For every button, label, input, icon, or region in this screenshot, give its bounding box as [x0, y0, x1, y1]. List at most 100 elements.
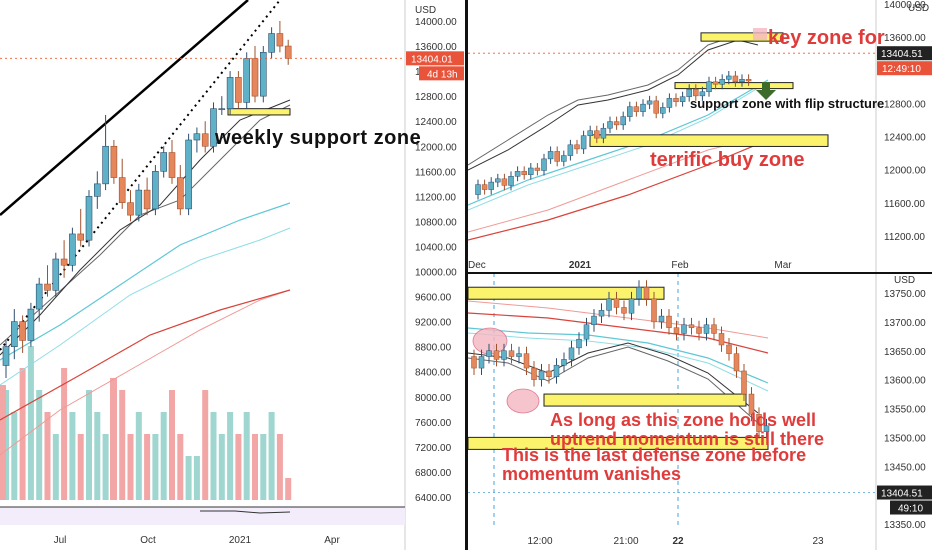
zone-holds-annotation-line2: uptrend momentum is still there: [550, 429, 825, 449]
daily-ma-50: [468, 79, 769, 206]
daily-candle-body: [541, 158, 547, 171]
weekly-volume-bar: [69, 412, 76, 500]
weekly-candle-body: [52, 258, 60, 291]
weekly-volume-bar: [135, 412, 142, 500]
daily-candle-body: [534, 167, 541, 171]
daily-y-tick-label: 14000.00: [884, 0, 926, 11]
weekly-y-tick-label: 8000.00: [415, 393, 452, 404]
terrific-buy-zone-annotation: terrific buy zone: [650, 149, 805, 171]
daily-price-tag: 13404.51: [881, 49, 923, 60]
intraday-chart[interactable]: USD 13750.00 13700.00 13650.00 13600.00 13550…: [468, 273, 932, 550]
daily-key-zone-box: [700, 32, 784, 42]
daily-chart-panel[interactable]: USD14000.0013600.0013200.0012800.0012400…: [468, 0, 932, 273]
weekly-y-tick-label: 12800.00: [415, 92, 457, 103]
weekly-y-tick-label: 6800.00: [415, 468, 452, 479]
intraday-candle-body: [591, 315, 597, 326]
weekly-candle-body: [210, 108, 217, 147]
intraday-ma-5: [468, 346, 759, 424]
weekly-y-tick-label: 12000.00: [415, 142, 457, 153]
weekly-indicator-pane: [0, 507, 405, 525]
daily-candle-body: [521, 171, 527, 175]
last-defense-annotation-line2: momentum vanishes: [502, 464, 682, 484]
intraday-ma-50: [468, 327, 769, 384]
weekly-candle-body: [259, 52, 267, 97]
weekly-y-tick-label: 12400.00: [415, 117, 457, 128]
intraday-price-tag-bg: [877, 485, 932, 500]
weekly-candle-body: [160, 152, 167, 172]
intraday-top-zone-box: [468, 286, 665, 300]
weekly-ma-20: [0, 202, 291, 361]
weekly-y-tick-label: 14000.00: [415, 17, 457, 28]
daily-candle-body: [594, 130, 600, 139]
weekly-upper-trendline: [0, 0, 249, 216]
intraday-price-tag: 13404.51: [881, 489, 923, 500]
weekly-chart-panel[interactable]: USD14000.0013600.0013200.0012800.0012400…: [0, 0, 468, 550]
intraday-candle-body: [568, 347, 575, 360]
daily-candle-body: [501, 178, 508, 186]
intraday-highlight-marker: [506, 388, 540, 414]
weekly-volume-bar: [77, 434, 84, 500]
daily-ma-10: [468, 39, 759, 171]
daily-candle-body: [475, 184, 481, 195]
daily-x-tick-label: Mar: [774, 260, 792, 271]
weekly-candle-body: [77, 233, 84, 241]
intraday-ma-200: [468, 300, 769, 339]
zone-holds-annotation-line1: As long as this zone holds well: [550, 410, 817, 430]
intraday-y-tick-label: 13500.00: [884, 433, 926, 444]
intraday-candle-body: [628, 298, 635, 314]
intraday-candle-body: [606, 298, 612, 311]
weekly-volume-bar: [27, 346, 34, 500]
weekly-volume-bar: [235, 434, 242, 500]
intraday-candle-body: [538, 370, 545, 380]
daily-candle-body: [719, 79, 725, 85]
weekly-y-tick-label: 6400.00: [415, 493, 452, 504]
intraday-y-tick-label: 13350.00: [884, 520, 926, 531]
weekly-candle-body: [110, 145, 118, 178]
intraday-candle-body: [756, 414, 762, 432]
horizontal-divider[interactable]: [468, 272, 932, 274]
daily-candle-body: [686, 88, 692, 97]
daily-chart[interactable]: USD14000.0013600.0013200.0012800.0012400…: [468, 0, 932, 273]
intraday-x-tick-label: 23: [812, 536, 824, 547]
intraday-y-tick-label: 13650.00: [884, 347, 926, 358]
weekly-volume-bar: [252, 434, 258, 500]
intraday-candle-body: [643, 286, 650, 300]
daily-candle-body: [580, 135, 587, 150]
weekly-volume-bar: [61, 368, 68, 500]
daily-candle-body: [561, 155, 567, 162]
intraday-chart-panel[interactable]: USD 13750.00 13700.00 13650.00 13600.00 13550…: [468, 273, 932, 550]
weekly-y-tick-label: 7200.00: [415, 443, 452, 454]
weekly-volume-bar: [110, 378, 117, 500]
daily-candle-body: [666, 98, 673, 108]
intraday-candle-body: [688, 324, 695, 328]
intraday-candle-body: [546, 370, 552, 377]
weekly-candle-body: [27, 308, 35, 341]
intraday-plot-area: [468, 273, 876, 550]
daily-ma-200: [468, 139, 769, 241]
intraday-candle-body: [681, 324, 687, 334]
weekly-volume-bar: [193, 456, 200, 500]
daily-candle-body: [660, 107, 666, 114]
intraday-y-tick-label: 13450.00: [884, 462, 926, 473]
weekly-volume-bar: [102, 434, 109, 500]
intraday-x-tick-label: 22: [672, 536, 684, 547]
weekly-candle-body: [94, 183, 101, 197]
weekly-candle-body: [235, 77, 242, 103]
daily-candle-body: [620, 116, 626, 126]
weekly-volume-bar: [202, 390, 209, 500]
daily-currency-label: USD: [908, 3, 929, 14]
intraday-candle-body: [516, 353, 522, 357]
vertical-divider[interactable]: [465, 0, 468, 550]
weekly-chart[interactable]: USD14000.0013600.0013200.0012800.0012400…: [0, 0, 468, 550]
intraday-ma-10: [468, 342, 759, 414]
intraday-candle-body: [636, 286, 642, 300]
weekly-candle-body: [44, 283, 51, 291]
daily-candle-body: [613, 121, 620, 126]
daily-candle-body: [495, 178, 501, 183]
weekly-price-tag-bg: [406, 51, 464, 66]
weekly-candle-body: [60, 258, 68, 266]
daily-candle-body: [627, 106, 633, 117]
intraday-candle-body: [673, 327, 680, 334]
weekly-volume-bar: [268, 412, 275, 500]
intraday-candle-body: [718, 333, 725, 346]
